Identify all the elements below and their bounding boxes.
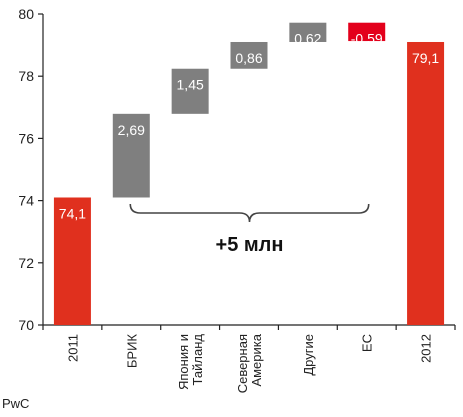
category-label: Тайланд xyxy=(190,334,205,386)
category-label: Япония и xyxy=(176,334,191,390)
bar-5 xyxy=(289,22,327,42)
category-label: Другие xyxy=(301,334,316,376)
source-label: PwC xyxy=(2,396,30,411)
data-label: 74,1 xyxy=(59,205,86,221)
data-label: 1,45 xyxy=(177,77,204,93)
category-label: Северная xyxy=(235,334,250,393)
data-label: 2,69 xyxy=(118,122,145,138)
y-tick-label: 74 xyxy=(18,193,34,209)
category-label: Америка xyxy=(249,333,264,386)
bar-2 xyxy=(112,113,150,198)
bar-6 xyxy=(348,22,386,42)
category-label: 2011 xyxy=(65,334,80,362)
category-label: ЕС xyxy=(360,334,375,352)
bar-4 xyxy=(230,41,268,69)
y-tick-label: 76 xyxy=(18,130,34,146)
brace-bracket xyxy=(129,203,370,223)
y-tick-label: 78 xyxy=(18,68,34,84)
data-label: 0,86 xyxy=(235,50,262,66)
data-label: 79,1 xyxy=(412,50,439,66)
category-label: БРИК xyxy=(124,334,139,369)
data-label: -0,59 xyxy=(351,31,383,47)
y-tick-label: 70 xyxy=(18,317,34,333)
y-tick-label: 72 xyxy=(18,255,34,271)
bar-1 xyxy=(53,197,91,325)
data-label: 0,62 xyxy=(294,31,321,47)
bar-7 xyxy=(407,41,445,326)
y-tick-label: 80 xyxy=(18,6,34,22)
bar-3 xyxy=(171,68,209,114)
annotation-total-change: +5 млн xyxy=(216,234,284,256)
category-label: 2012 xyxy=(419,334,434,363)
